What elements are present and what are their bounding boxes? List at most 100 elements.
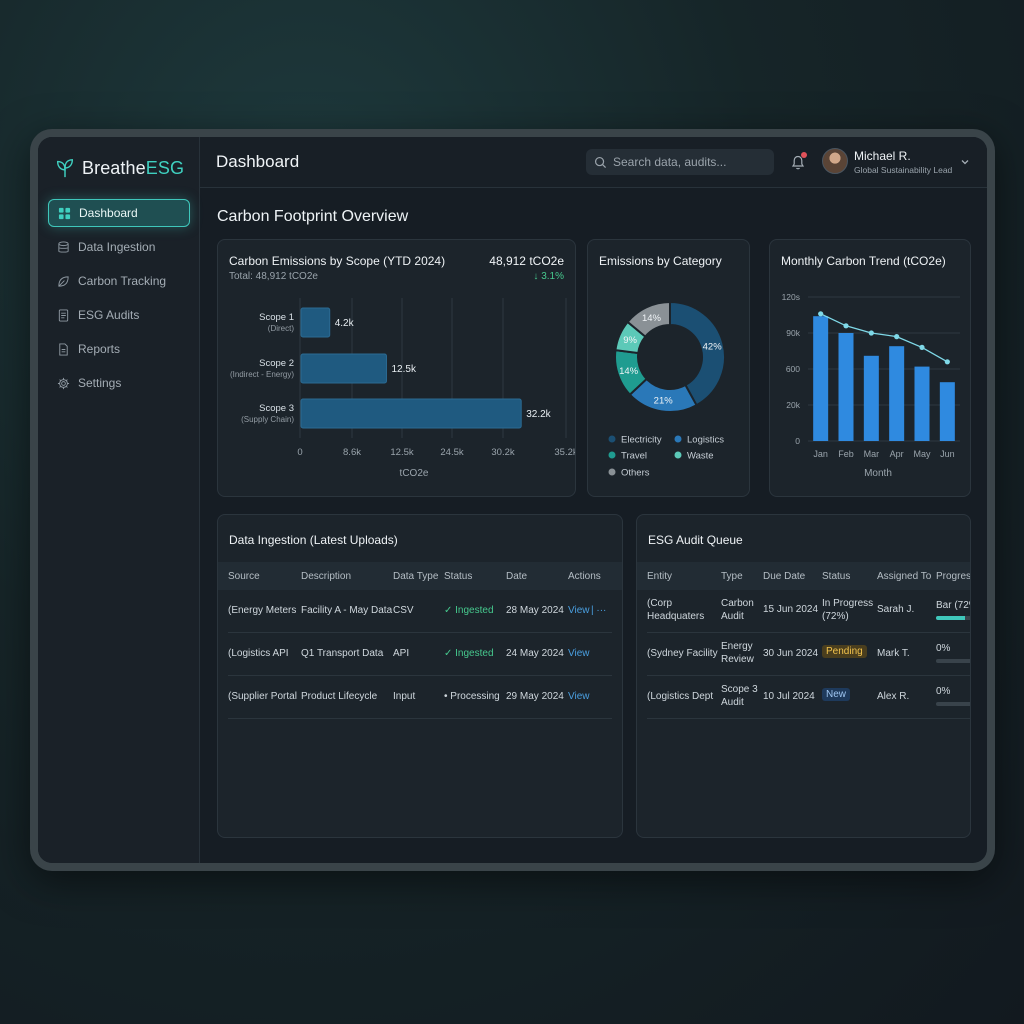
sidebar-item-dashboard[interactable]: Dashboard — [48, 199, 190, 227]
x-tick-label: 12.5k — [390, 447, 413, 458]
y-tick-label: 90k — [786, 328, 800, 338]
table-row[interactable]: (Supplier Portal Product Lifecycle Input… — [228, 676, 612, 719]
user-role: Global Sustainability Lead — [854, 165, 953, 175]
x-tick-label: Feb — [838, 449, 854, 459]
legend-label: Waste — [687, 451, 714, 462]
column-header[interactable]: Type — [721, 571, 743, 582]
bell-icon[interactable] — [790, 153, 806, 171]
table-header: Source Description Data Type Status Date… — [218, 562, 622, 590]
table-row[interactable]: (Corp Headquaters Carbon Audit 15 Jun 2024… — [647, 590, 970, 633]
view-link[interactable]: View — [568, 691, 590, 702]
search-icon — [594, 156, 607, 168]
sidebar-item-label: Data Ingestion — [78, 240, 156, 254]
slice-label: 42% — [703, 342, 723, 353]
sidebar-item-settings[interactable]: Settings — [48, 369, 190, 397]
legend-swatch — [608, 435, 616, 443]
trend-point — [818, 311, 824, 317]
column-header[interactable]: Entity — [647, 571, 673, 582]
sidebar-item-reports[interactable]: Reports — [48, 335, 190, 363]
column-header[interactable]: Actions — [568, 571, 601, 582]
type-cell: Input — [393, 691, 416, 702]
date-cell: 24 May 2024 — [506, 648, 564, 659]
table-row[interactable]: (Sydney Facility Energy Review 30 Jun 202… — [647, 633, 970, 676]
description-cell: Facility A - May Data — [301, 605, 393, 616]
category-label: Scope 1 — [259, 312, 294, 323]
ingestion-card: Data Ingestion (Latest Uploads) Source D… — [217, 514, 623, 838]
column-header[interactable]: Due Date — [763, 571, 806, 582]
brand-name: BreatheESG — [82, 157, 185, 178]
bar — [813, 316, 829, 441]
source-cell: (Supplier Portal — [228, 691, 297, 702]
x-tick-label: Apr — [890, 449, 904, 459]
sidebar-item-data-ingestion[interactable]: Data Ingestion — [48, 233, 190, 261]
table-row[interactable]: (Energy Meters Facility A - May Data CSV… — [228, 590, 612, 633]
user-name: Michael R. — [854, 149, 911, 163]
leaf-logo-icon — [56, 159, 74, 178]
monthly-trend-chart: 0 20k 600 90k 120s Jan Feb Mar Apr May Jun Month — [782, 292, 960, 479]
progress-text: Bar (72% — [936, 600, 970, 611]
entity-cell: (Sydney Facility — [647, 648, 718, 659]
column-header[interactable]: Status — [822, 571, 851, 582]
sidebar-item-esg-audits[interactable]: ESG Audits — [48, 301, 190, 329]
table-row[interactable]: (Logistics API Q1 Transport Data API ✓ I… — [228, 633, 612, 676]
column-header[interactable]: Source — [228, 571, 260, 582]
sidebar-item-label: ESG Audits — [78, 308, 140, 322]
more-actions-button[interactable]: | ··· — [591, 605, 607, 616]
progress-bar — [936, 702, 970, 706]
progress-bar — [936, 659, 970, 663]
type-cell: Scope 3 Audit — [721, 684, 758, 708]
assignee-cell: Alex R. — [877, 691, 910, 702]
search-box[interactable] — [586, 149, 774, 175]
column-header[interactable]: Progress — [936, 571, 971, 582]
sidebar-item-carbon-tracking[interactable]: Carbon Tracking — [48, 267, 190, 295]
x-tick-label: 24.5k — [440, 447, 463, 458]
grid-icon — [58, 207, 71, 219]
device-frame: BreatheESG Dashboard Data Ingestion — [30, 129, 995, 871]
table-row[interactable]: (Logistics Dept Scope 3 Audit 10 Jul 2024… — [647, 676, 970, 719]
column-header[interactable]: Data Type — [393, 571, 439, 582]
y-tick-label: 20k — [786, 400, 800, 410]
x-tick-label: Jun — [940, 449, 955, 459]
brand-logo[interactable]: BreatheESG — [54, 157, 184, 179]
legend-label: Electricity — [621, 435, 662, 446]
table-header: Entity Type Due Date Status Assigned To … — [637, 562, 970, 590]
avatar[interactable] — [822, 148, 848, 174]
column-header[interactable]: Date — [506, 571, 528, 582]
bar — [300, 398, 522, 429]
sidebar-item-label: Settings — [78, 376, 122, 390]
x-tick-label: 35.2k — [554, 447, 576, 458]
change-indicator: ↓ 3.1% — [533, 271, 564, 282]
audit-queue-card: ESG Audit Queue Entity Type Due Date Sta… — [636, 514, 971, 838]
view-link[interactable]: View — [568, 648, 590, 659]
column-header[interactable]: Assigned To — [877, 571, 932, 582]
category-label: Scope 2 — [259, 358, 294, 369]
source-cell: (Logistics API — [228, 648, 289, 659]
date-cell: 29 May 2024 — [506, 691, 564, 702]
status-badge: New — [822, 688, 851, 702]
progress-fill — [936, 616, 965, 620]
sidebar-item-label: Dashboard — [79, 206, 138, 220]
date-cell: 28 May 2024 — [506, 605, 564, 616]
status-badge: Pending — [822, 645, 867, 659]
slice-label: 21% — [654, 395, 674, 406]
search-input[interactable] — [613, 155, 763, 169]
card-title: Data Ingestion (Latest Uploads) — [229, 533, 398, 547]
bar — [939, 382, 955, 441]
legend-swatch — [674, 435, 682, 443]
trend-point — [843, 323, 849, 329]
description-cell: Q1 Transport Data — [301, 648, 384, 659]
x-tick-label: Jan — [813, 449, 828, 459]
sidebar: BreatheESG Dashboard Data Ingestion — [38, 137, 200, 863]
bar — [914, 366, 930, 441]
view-link[interactable]: View — [568, 605, 590, 616]
legend-label: Others — [621, 468, 650, 479]
donut-slice — [669, 300, 726, 407]
chevron-down-icon[interactable] — [960, 157, 970, 167]
page-title: Dashboard — [216, 152, 300, 171]
category-sublabel: (Direct) — [268, 324, 295, 333]
column-header[interactable]: Description — [301, 571, 352, 582]
x-tick-label: 0 — [297, 447, 302, 458]
leaf-icon — [58, 275, 69, 287]
column-header[interactable]: Status — [444, 571, 473, 582]
section-title: Carbon Footprint Overview — [217, 208, 409, 225]
